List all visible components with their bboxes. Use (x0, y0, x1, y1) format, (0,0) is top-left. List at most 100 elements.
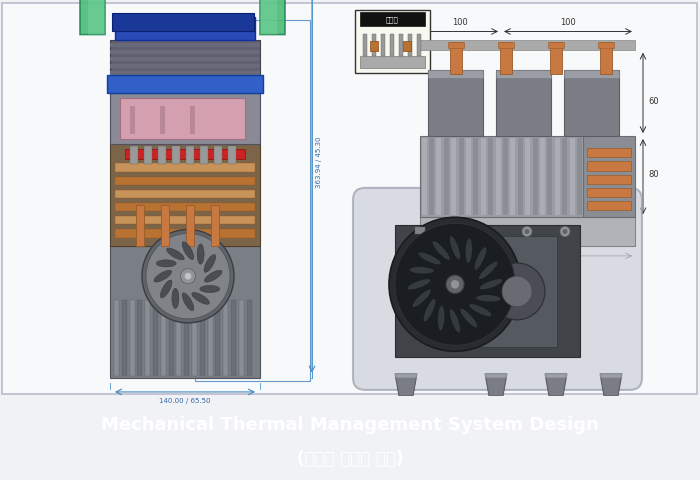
Bar (192, 300, 197, 376)
Bar (110, 43, 260, 47)
Bar (420, 136, 585, 217)
Circle shape (446, 275, 464, 293)
Bar (199, 300, 205, 376)
Bar (145, 300, 150, 376)
Text: 150: 150 (452, 255, 468, 264)
Bar (428, 70, 483, 78)
Bar (115, 203, 255, 211)
Bar (144, 146, 152, 165)
Bar (399, 34, 403, 56)
Bar (408, 34, 412, 56)
Bar (587, 148, 631, 157)
Ellipse shape (192, 292, 209, 304)
Circle shape (181, 268, 195, 284)
Bar (107, 75, 263, 94)
Bar (598, 42, 614, 48)
Ellipse shape (438, 305, 444, 331)
Bar (115, 229, 255, 238)
Ellipse shape (182, 293, 194, 311)
Ellipse shape (424, 299, 435, 322)
Bar (533, 138, 538, 215)
Bar (451, 138, 456, 215)
Circle shape (146, 234, 230, 319)
Ellipse shape (412, 289, 431, 307)
Ellipse shape (167, 248, 184, 260)
Bar (228, 146, 236, 165)
Bar (122, 300, 127, 376)
Ellipse shape (204, 254, 216, 272)
Circle shape (142, 229, 234, 323)
Bar (420, 40, 635, 50)
Bar (415, 228, 425, 234)
Text: 100: 100 (560, 18, 576, 27)
FancyBboxPatch shape (365, 200, 630, 378)
Circle shape (395, 223, 515, 345)
Bar (355, 10, 430, 73)
Bar (496, 70, 551, 136)
Text: 80: 80 (648, 169, 659, 179)
Bar (112, 13, 254, 32)
Bar (547, 138, 552, 215)
Ellipse shape (160, 280, 172, 298)
Bar (110, 64, 260, 68)
Bar (395, 226, 580, 358)
Bar (381, 34, 385, 56)
Bar (110, 57, 260, 61)
Bar (562, 138, 567, 215)
Bar (583, 136, 635, 217)
Bar (360, 12, 425, 26)
Circle shape (489, 263, 545, 320)
Bar (158, 146, 166, 165)
Bar (161, 205, 169, 246)
Bar (587, 175, 631, 184)
Circle shape (389, 217, 521, 351)
Ellipse shape (475, 247, 486, 270)
Circle shape (451, 280, 459, 288)
Bar (422, 138, 427, 215)
Bar (587, 161, 631, 170)
Circle shape (435, 227, 445, 237)
Circle shape (524, 229, 529, 234)
Bar (503, 138, 508, 215)
Bar (130, 106, 135, 134)
Circle shape (560, 227, 570, 237)
Bar (110, 94, 260, 144)
Bar (137, 300, 142, 376)
Bar (473, 138, 478, 215)
Bar (525, 138, 530, 215)
Bar (186, 205, 194, 246)
Text: 363.94 / 45.30: 363.94 / 45.30 (316, 137, 322, 188)
Bar (600, 42, 612, 74)
Polygon shape (485, 373, 507, 396)
Bar (548, 42, 564, 48)
Circle shape (522, 227, 532, 237)
Bar (429, 138, 434, 215)
Text: 측면도: 측면도 (386, 16, 398, 23)
Ellipse shape (199, 286, 220, 292)
Bar (110, 246, 260, 378)
Bar (477, 236, 557, 347)
Bar (130, 146, 138, 165)
Bar (555, 138, 560, 215)
Bar (125, 149, 245, 159)
Bar (172, 146, 180, 165)
Ellipse shape (476, 295, 500, 302)
Ellipse shape (204, 270, 222, 282)
Bar (570, 138, 575, 215)
Bar (214, 146, 222, 165)
Bar (417, 34, 421, 56)
Polygon shape (88, 0, 277, 35)
Bar (448, 42, 464, 48)
Bar (216, 300, 220, 376)
Bar (246, 300, 251, 376)
Bar (564, 70, 619, 136)
Bar (136, 205, 144, 246)
Bar (115, 190, 255, 198)
Ellipse shape (449, 236, 461, 260)
Polygon shape (395, 373, 417, 396)
Bar (500, 42, 512, 74)
Bar (510, 138, 515, 215)
Ellipse shape (418, 252, 441, 264)
Bar (114, 300, 119, 376)
Bar (176, 300, 181, 376)
